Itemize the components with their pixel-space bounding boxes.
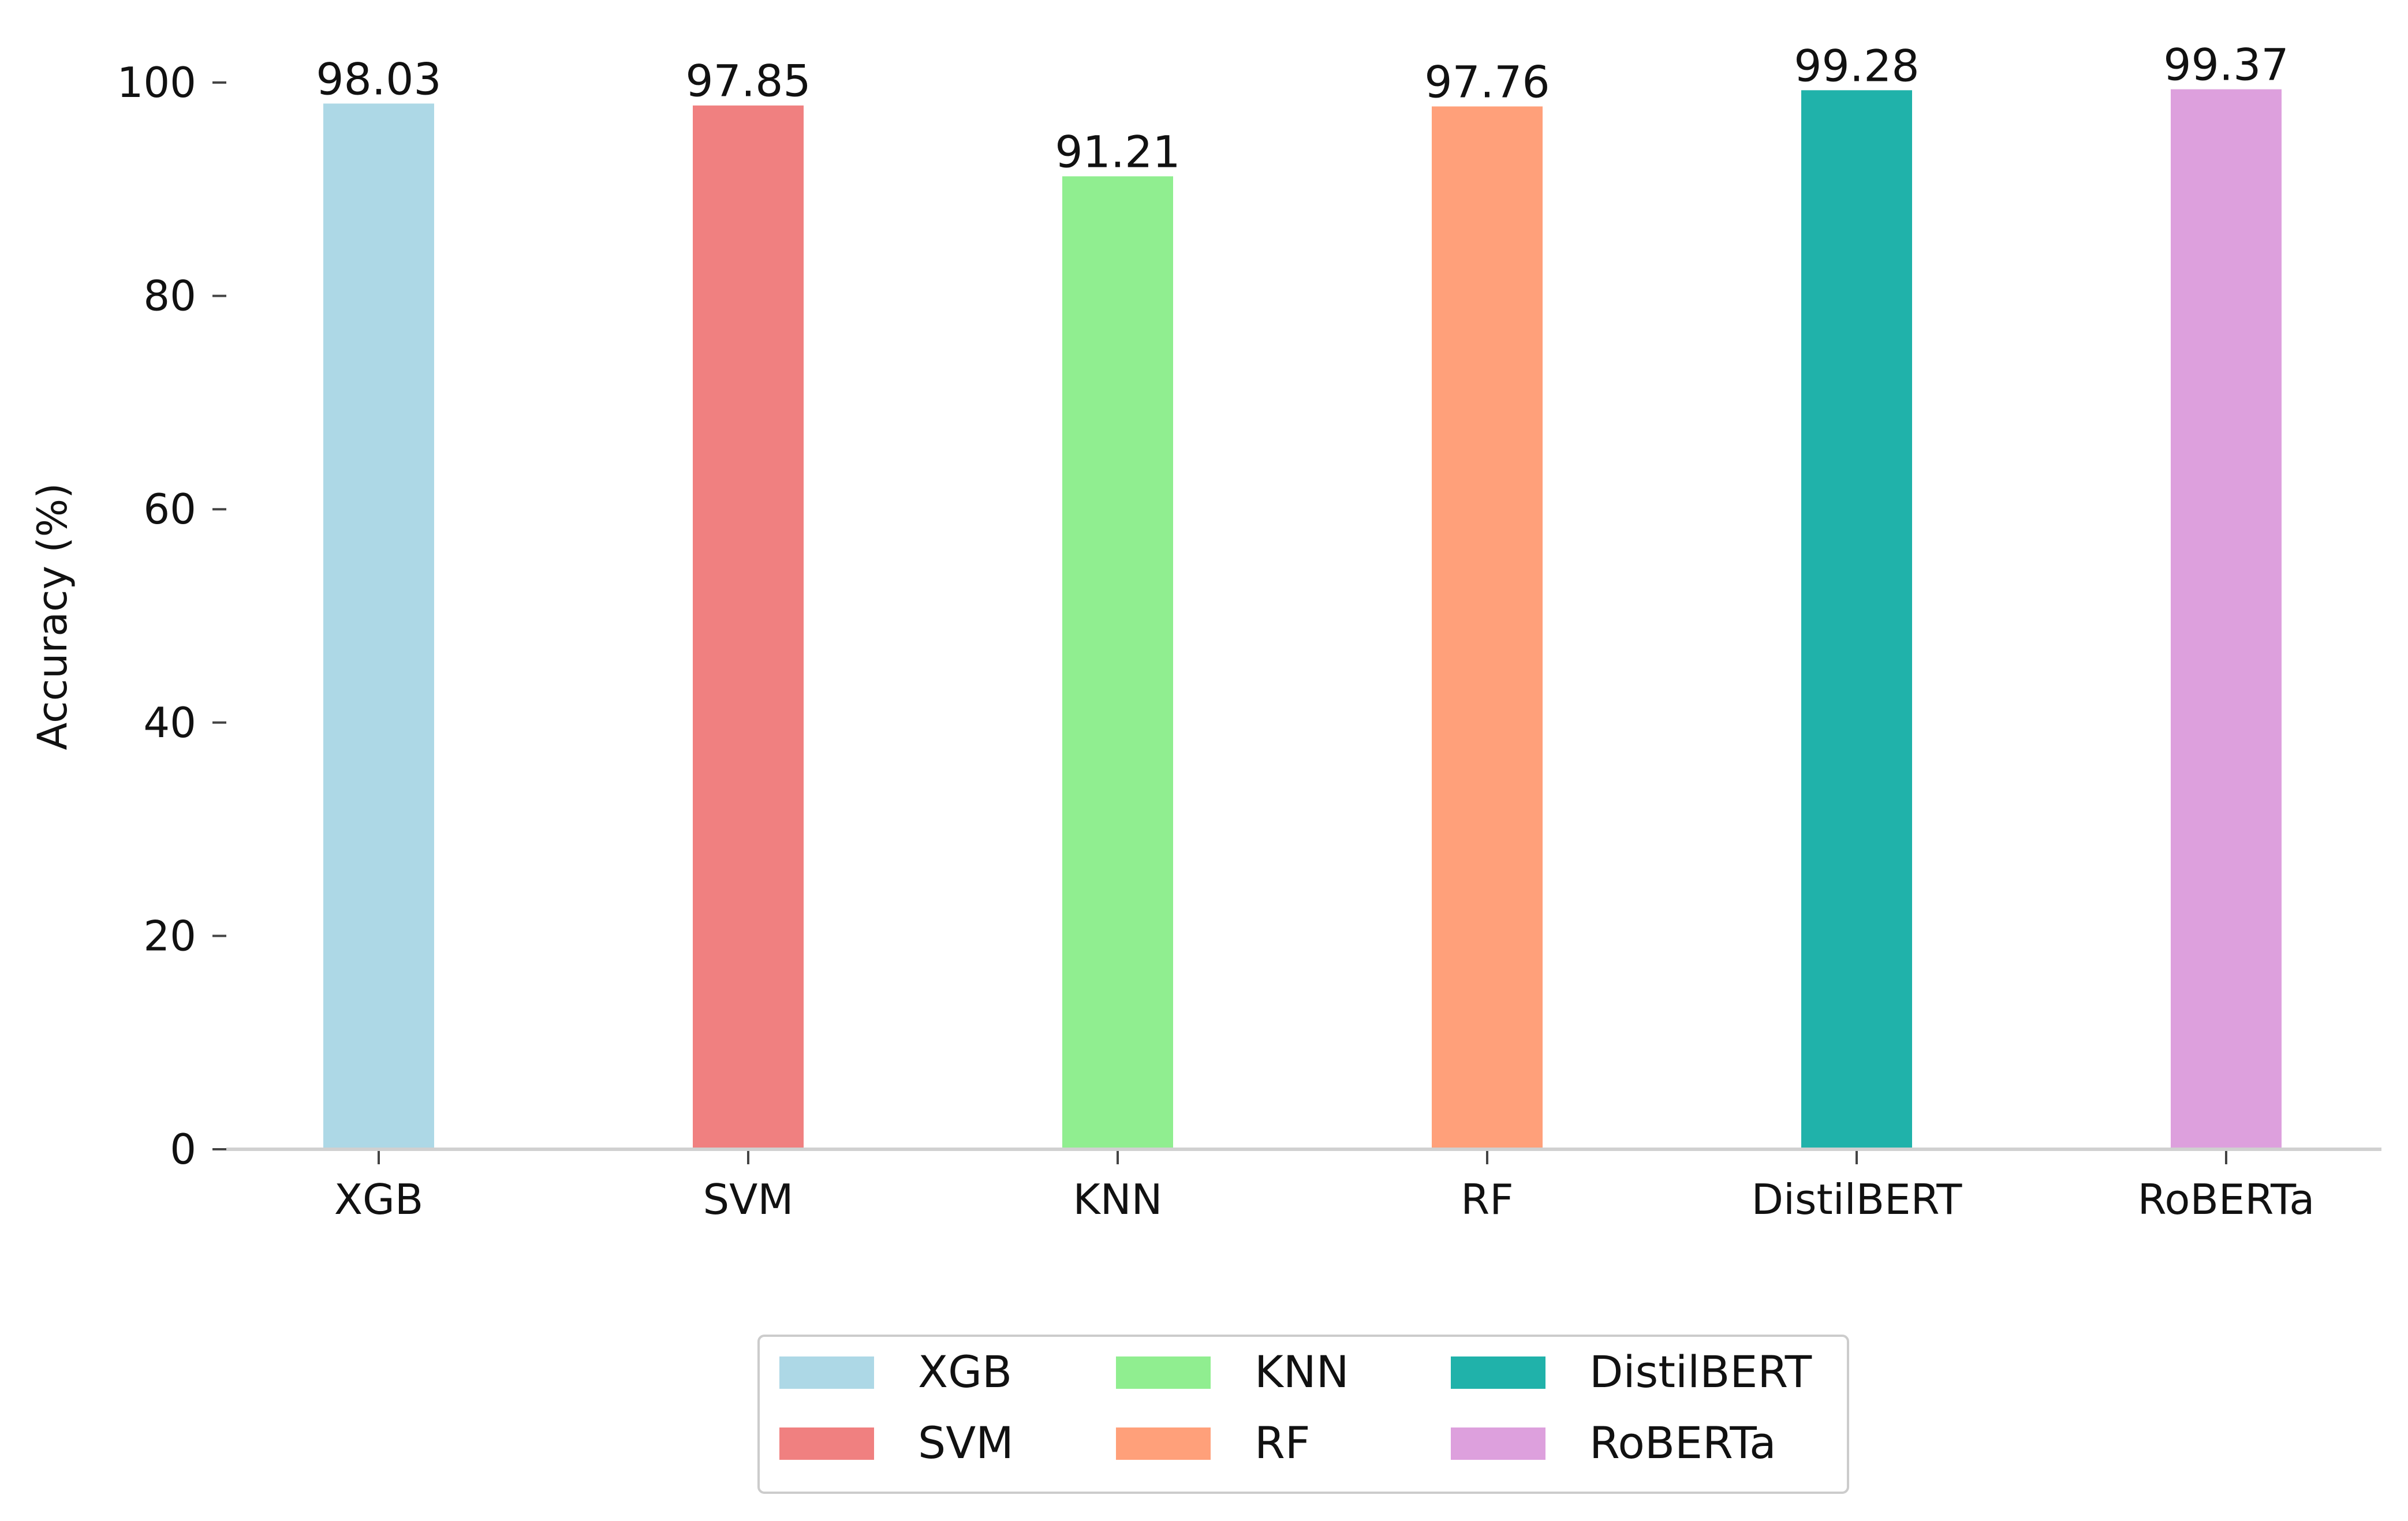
bar-value-label: 91.21	[1055, 126, 1181, 177]
x-tick-label: DistilBERT	[1752, 1175, 1963, 1224]
x-tick-label: XGB	[334, 1175, 424, 1224]
bar-value-label: 99.28	[1794, 40, 1920, 91]
legend-label: SVM	[918, 1417, 1014, 1468]
legend-swatch-rf	[1116, 1427, 1211, 1460]
bar-value-label: 97.85	[685, 55, 811, 107]
y-tick-label: 0	[170, 1125, 196, 1174]
legend-label: KNN	[1255, 1346, 1349, 1397]
y-axis: 0 20 40 60 80 100	[117, 58, 226, 1174]
y-tick-label: 60	[143, 485, 196, 533]
y-tick-label: 80	[143, 272, 196, 320]
bar-xgb	[323, 103, 434, 1149]
bar-value-label: 99.37	[2163, 39, 2289, 91]
x-axis: XGB SVM KNN RF DistilBERT RoBERTa	[226, 1148, 2381, 1224]
x-tick-label: RoBERTa	[2138, 1175, 2315, 1224]
data-labels: 98.03 97.85 91.21 97.76 99.28 99.37	[316, 39, 2289, 178]
legend-swatch-xgb	[779, 1356, 874, 1389]
bar-rf	[1432, 106, 1543, 1149]
bar-series	[323, 89, 2282, 1150]
legend-label: RoBERTa	[1589, 1417, 1776, 1468]
x-tick-label: RF	[1461, 1175, 1513, 1224]
y-tick-label: 40	[143, 698, 196, 747]
legend-frame	[757, 1335, 1849, 1494]
legend-swatch-distilbert	[1451, 1356, 1545, 1389]
legend-swatch-svm	[779, 1427, 874, 1460]
x-tick-label: KNN	[1073, 1175, 1163, 1224]
y-axis-title: Accuracy (%)	[29, 483, 76, 750]
y-tick-label: 100	[117, 58, 196, 107]
legend-label: RF	[1255, 1417, 1311, 1468]
bar-knn	[1062, 176, 1173, 1149]
y-tick-label: 20	[143, 911, 196, 960]
legend-label: XGB	[918, 1346, 1012, 1397]
legend-swatch-roberta	[1451, 1427, 1545, 1460]
x-tick-label: SVM	[703, 1175, 793, 1224]
bar-value-label: 97.76	[1424, 56, 1550, 107]
legend-label: DistilBERT	[1589, 1346, 1812, 1397]
bar-value-label: 98.03	[316, 53, 442, 104]
legend-swatch-knn	[1116, 1356, 1211, 1389]
legend: XGB SVM KNN RF DistilBERT RoBERTa	[757, 1335, 1849, 1494]
bar-svm	[693, 105, 804, 1150]
bar-distilbert	[1801, 90, 1912, 1149]
bar-roberta	[2171, 89, 2282, 1150]
